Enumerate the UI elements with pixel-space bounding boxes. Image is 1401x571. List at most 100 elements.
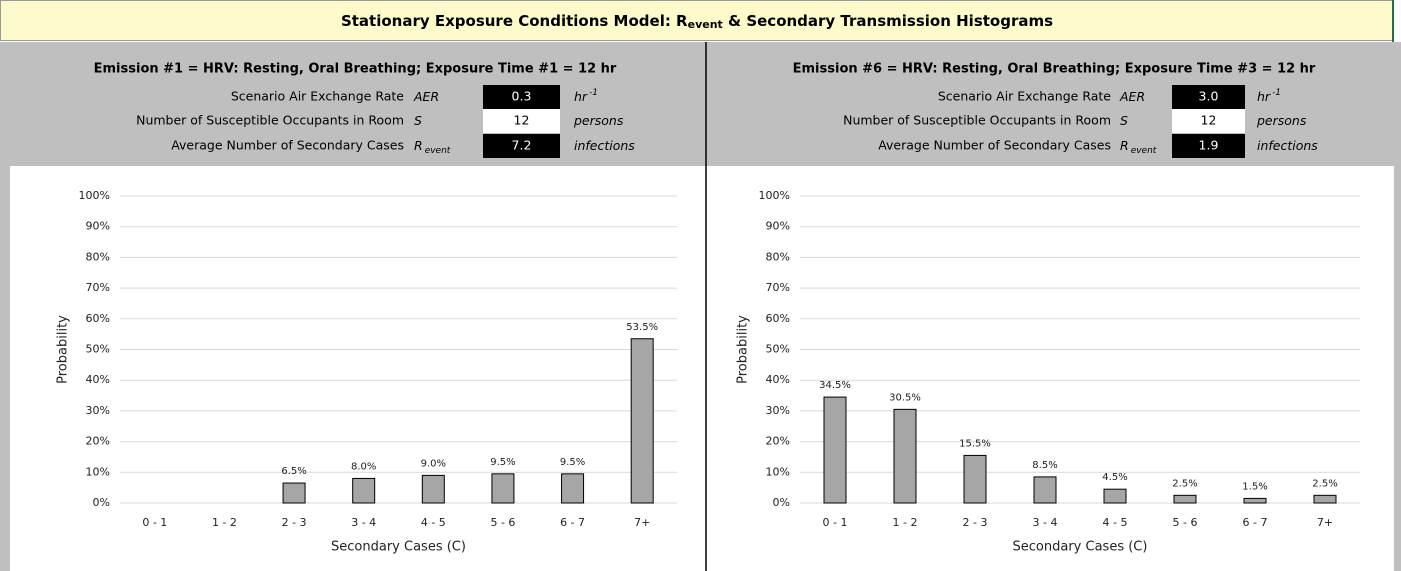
y-tick-label: 100% <box>759 189 790 202</box>
x-tick-label: 4 - 5 <box>421 516 446 529</box>
y-tick-label: 80% <box>86 250 110 263</box>
bar <box>1033 476 1057 504</box>
page-title: Stationary Exposure Conditions Model: Re… <box>341 12 1053 32</box>
y-tick-label: 90% <box>766 220 790 233</box>
unit-text: persons <box>573 113 624 128</box>
symbol-text: AER <box>1119 89 1145 104</box>
parameter-unit: persons <box>1256 113 1307 128</box>
parameter-label: Scenario Air Exchange Rate <box>231 89 404 104</box>
title-text: Stationary Exposure Conditions Model: R <box>341 12 688 30</box>
unit-text: infections <box>1257 138 1318 153</box>
x-tick-label: 5 - 6 <box>1173 516 1198 529</box>
x-tick-label: 3 - 4 <box>1033 516 1058 529</box>
value-cell <box>483 85 560 109</box>
left-margin <box>0 166 10 571</box>
bar <box>1313 494 1337 504</box>
cell-cursor <box>1392 0 1394 46</box>
y-tick-label: 100% <box>79 189 110 202</box>
symbol-text: R <box>414 138 423 153</box>
symbol-text: S <box>414 113 422 128</box>
y-tick-label: 10% <box>86 465 110 478</box>
right-margin <box>1394 42 1401 571</box>
symbol-text: R <box>1120 138 1129 153</box>
x-tick-label: 1 - 2 <box>893 516 918 529</box>
parameter-label: Average Number of Secondary Cases <box>171 138 404 153</box>
parameter-label: Scenario Air Exchange Rate <box>938 89 1111 104</box>
value-cell <box>483 134 560 158</box>
y-tick-label: 80% <box>766 250 790 263</box>
data-label: 9.5% <box>560 457 585 468</box>
y-tick-label: 10% <box>766 465 790 478</box>
parameter-label: Number of Susceptible Occupants in Room <box>843 113 1111 128</box>
parameter-unit: infections <box>1257 138 1318 153</box>
data-label: 4.5% <box>1102 472 1127 483</box>
bar <box>1103 488 1127 504</box>
bar <box>421 474 445 504</box>
x-tick-label: 3 - 4 <box>351 516 376 529</box>
y-axis-label: Probability <box>736 315 751 384</box>
y-tick-label: 30% <box>86 404 110 417</box>
header-band <box>0 42 1394 166</box>
unit-text: persons <box>1256 113 1307 128</box>
data-label: 9.0% <box>421 458 446 469</box>
parameter-symbol: AER <box>1119 89 1145 104</box>
y-tick-label: 30% <box>766 404 790 417</box>
x-tick-label: 2 - 3 <box>282 516 307 529</box>
unit-superscript: -1 <box>1272 88 1281 98</box>
y-tick-label: 20% <box>86 435 110 448</box>
unit-text: infections <box>574 138 635 153</box>
data-label: 34.5% <box>819 380 851 391</box>
parameter-symbol: S <box>1120 113 1128 128</box>
bar <box>963 454 987 504</box>
y-tick-label: 50% <box>766 343 790 356</box>
x-tick-label: 1 - 2 <box>212 516 237 529</box>
parameter-unit: hr -1 <box>1257 88 1281 104</box>
parameter-unit: persons <box>573 113 624 128</box>
bar <box>491 473 515 504</box>
data-label: 1.5% <box>1242 481 1267 492</box>
data-label: 15.5% <box>959 438 991 449</box>
y-tick-label: 70% <box>86 281 110 294</box>
bar <box>1173 494 1197 504</box>
x-tick-label: 5 - 6 <box>490 516 515 529</box>
symbol-text: S <box>1120 113 1128 128</box>
bar <box>1243 497 1267 504</box>
title-bar <box>0 0 1394 41</box>
title-subscript: event <box>688 18 723 31</box>
bar <box>352 477 376 504</box>
parameter-unit: infections <box>574 138 635 153</box>
data-label: 6.5% <box>281 466 306 477</box>
parameter-label: Number of Susceptible Occupants in Room <box>136 113 404 128</box>
data-label: 53.5% <box>626 322 658 333</box>
y-tick-label: 0% <box>773 496 790 509</box>
x-tick-label: 7+ <box>1317 516 1333 529</box>
y-tick-label: 70% <box>766 281 790 294</box>
value-cell <box>1172 134 1245 158</box>
parameter-symbol: S <box>414 113 422 128</box>
y-tick-label: 0% <box>93 496 110 509</box>
parameter-value: 1.9 <box>1199 138 1219 153</box>
y-tick-label: 20% <box>766 435 790 448</box>
parameter-value: 7.2 <box>512 138 532 153</box>
value-cell <box>1172 85 1245 109</box>
symbol-text: AER <box>413 89 439 104</box>
data-label: 8.0% <box>351 461 376 472</box>
y-tick-label: 40% <box>86 373 110 386</box>
value-cell <box>1172 109 1245 133</box>
y-tick-label: 60% <box>766 312 790 325</box>
unit-text: hr <box>1257 89 1271 104</box>
y-tick-label: 90% <box>86 220 110 233</box>
bar <box>561 473 585 504</box>
data-label: 2.5% <box>1312 478 1337 489</box>
y-tick-label: 60% <box>86 312 110 325</box>
parameter-label: Average Number of Secondary Cases <box>878 138 1111 153</box>
unit-superscript: -1 <box>589 88 598 98</box>
bar <box>282 482 306 504</box>
panel-heading: Emission #1 = HRV: Resting, Oral Breathi… <box>94 62 617 77</box>
value-cell <box>483 109 560 133</box>
y-axis-label: Probability <box>56 315 71 384</box>
data-label: 8.5% <box>1032 460 1057 471</box>
